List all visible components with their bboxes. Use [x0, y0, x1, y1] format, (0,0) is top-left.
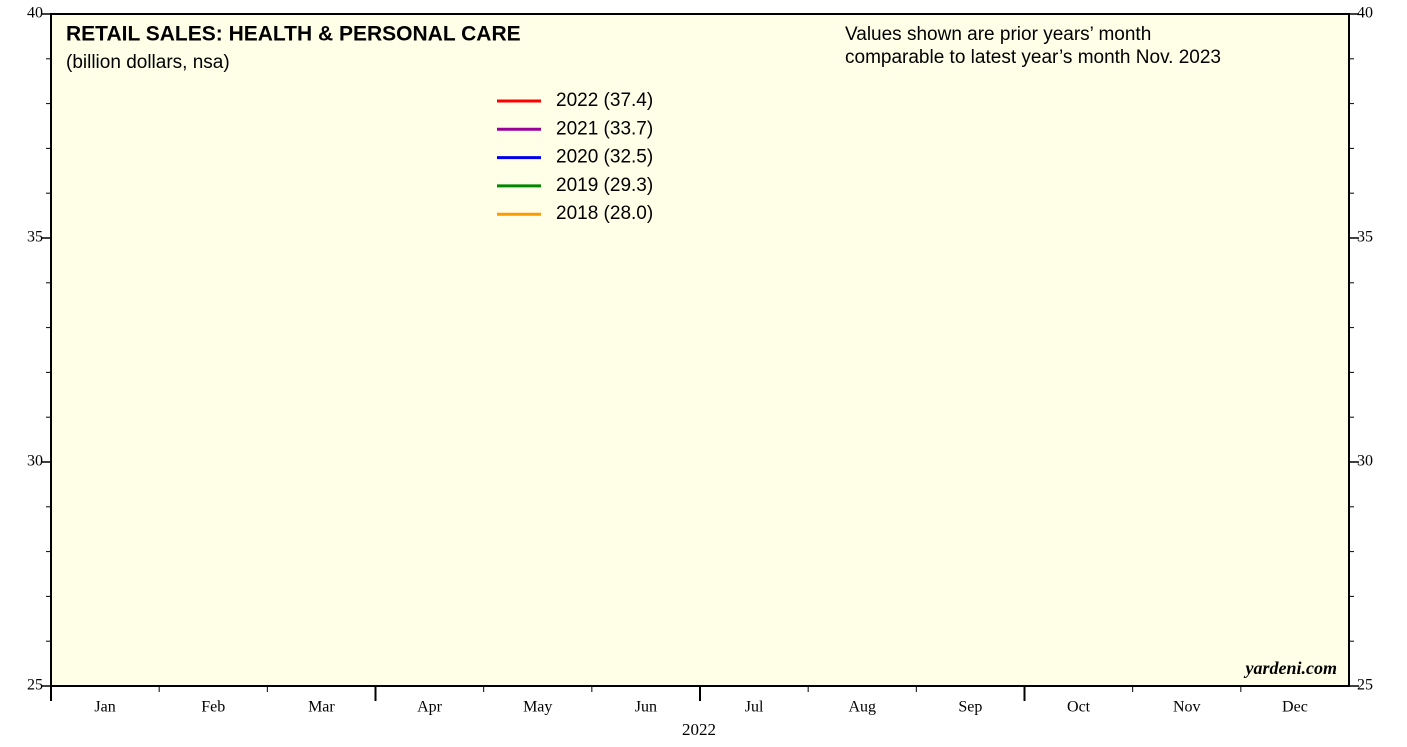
plot-area	[50, 13, 1350, 687]
x-tick-label: Jul	[745, 699, 764, 716]
x-tick-label: Jan	[94, 699, 115, 716]
x-axis-label: 2022	[682, 720, 716, 739]
y-tick-label: 30	[1357, 453, 1373, 470]
x-tick-label: Dec	[1282, 699, 1308, 716]
x-tick-label: Jun	[635, 699, 657, 716]
x-tick-label: Feb	[201, 699, 225, 716]
annotation: Values shown are prior years’ month	[845, 24, 1151, 45]
y-tick-label: 25	[27, 677, 43, 694]
legend-label: 2020 (32.5)	[556, 147, 653, 168]
y-tick-label: 40	[27, 5, 43, 22]
y-tick-label: 35	[27, 229, 43, 246]
y-tick-label: 40	[1357, 5, 1373, 22]
y-tick-label: 25	[1357, 677, 1373, 694]
legend-label: 2019 (29.3)	[556, 175, 653, 196]
x-tick-label: May	[523, 699, 552, 716]
x-tick-label: Apr	[417, 699, 443, 716]
y-tick-label: 35	[1357, 229, 1373, 246]
x-tick-label: Mar	[308, 699, 335, 716]
x-tick-label: Oct	[1067, 699, 1091, 716]
x-tick-label: Aug	[848, 699, 876, 716]
y-tick-label: 30	[27, 453, 43, 470]
x-tick-label: Nov	[1173, 699, 1201, 716]
x-tick-label: Sep	[958, 699, 982, 716]
annotation: comparable to latest year’s month Nov. 2…	[845, 47, 1221, 68]
source: yardeni.com	[1244, 658, 1338, 678]
legend-label: 2021 (33.7)	[556, 118, 653, 139]
chart-subtitle: (billion dollars, nsa)	[66, 52, 230, 73]
legend-label: 2018 (28.0)	[556, 203, 653, 224]
legend-label: 2022 (37.4)	[556, 90, 653, 111]
chart-title: RETAIL SALES: HEALTH & PERSONAL CARE	[66, 23, 521, 46]
